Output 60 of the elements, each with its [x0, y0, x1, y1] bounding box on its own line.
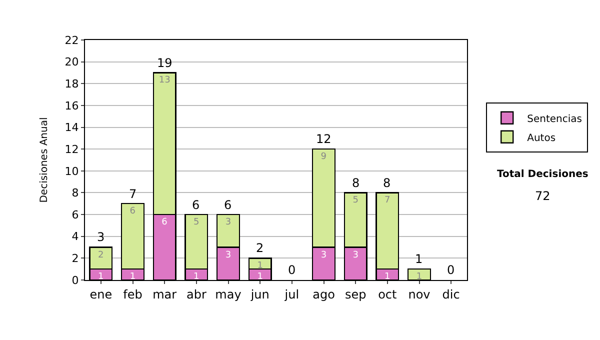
text: Total Decisiones — [497, 169, 588, 180]
data-label: 1 — [257, 261, 263, 272]
y-tick-label: 8 — [72, 186, 79, 200]
data-label: 3 — [320, 250, 327, 260]
total-label: 6 — [224, 198, 232, 212]
total-label: 0 — [447, 263, 455, 277]
total-label: 7 — [129, 187, 137, 201]
y-tick-label: 4 — [72, 230, 79, 244]
x-tick-label: nov — [408, 287, 430, 302]
total-label: 0 — [288, 263, 296, 277]
y-tick-label: 10 — [64, 164, 79, 178]
y-tick-label: 22 — [64, 34, 79, 47]
x-tick-label: feb — [123, 287, 142, 302]
x-tick-label: mar — [152, 287, 177, 302]
data-label: 5 — [194, 218, 200, 228]
data-label: 13 — [158, 76, 170, 86]
data-label: 6 — [130, 206, 136, 217]
legend-label: Autos — [527, 132, 556, 144]
x-tick-label: abr — [186, 287, 206, 302]
data-label: 1 — [194, 272, 200, 282]
data-label: 5 — [352, 196, 358, 206]
data-label: 7 — [384, 196, 390, 206]
x-tick-label: jul — [284, 287, 300, 302]
x-tick-label: ago — [312, 287, 335, 302]
data-label: 9 — [320, 152, 327, 162]
total-label: 12 — [316, 132, 332, 146]
y-tick-label: 14 — [64, 121, 79, 134]
legend-label: Sentencias — [527, 114, 582, 125]
data-label: 1 — [384, 272, 390, 282]
x-tick-label: may — [215, 287, 242, 302]
y-tick-label: 6 — [72, 208, 79, 222]
data-label: 3 — [225, 218, 232, 228]
total-label: 2 — [256, 241, 264, 255]
total-label: 19 — [157, 56, 172, 70]
data-label: 2 — [98, 250, 104, 260]
data-label: 1 — [98, 272, 104, 282]
total-label: 6 — [192, 198, 200, 212]
data-label: 1 — [130, 272, 136, 282]
data-label: 1 — [416, 272, 422, 282]
total-label: 8 — [352, 176, 360, 190]
data-label: 3 — [352, 250, 358, 260]
total-label: 8 — [383, 176, 391, 190]
x-tick-label: ene — [90, 287, 112, 302]
y-tick-label: 0 — [72, 274, 79, 287]
data-label: 6 — [162, 218, 168, 228]
x-tick-label: jun — [250, 287, 270, 302]
x-tick-label: oct — [378, 287, 398, 302]
y-tick-label: 12 — [64, 142, 79, 156]
data-label: 3 — [225, 250, 232, 260]
y-tick-label: 20 — [64, 56, 79, 69]
x-tick-label: sep — [344, 287, 366, 302]
y-axis-title: Decisiones Anual — [38, 117, 50, 203]
y-tick-label: 16 — [64, 99, 79, 112]
y-tick-label: 18 — [64, 77, 79, 90]
y-tick-label: 2 — [72, 252, 79, 266]
data-label: 1 — [257, 272, 263, 282]
text: 72 — [535, 189, 550, 203]
total-label: 3 — [97, 230, 105, 244]
x-tick-label: dic — [442, 287, 460, 302]
total-label: 1 — [415, 252, 423, 266]
